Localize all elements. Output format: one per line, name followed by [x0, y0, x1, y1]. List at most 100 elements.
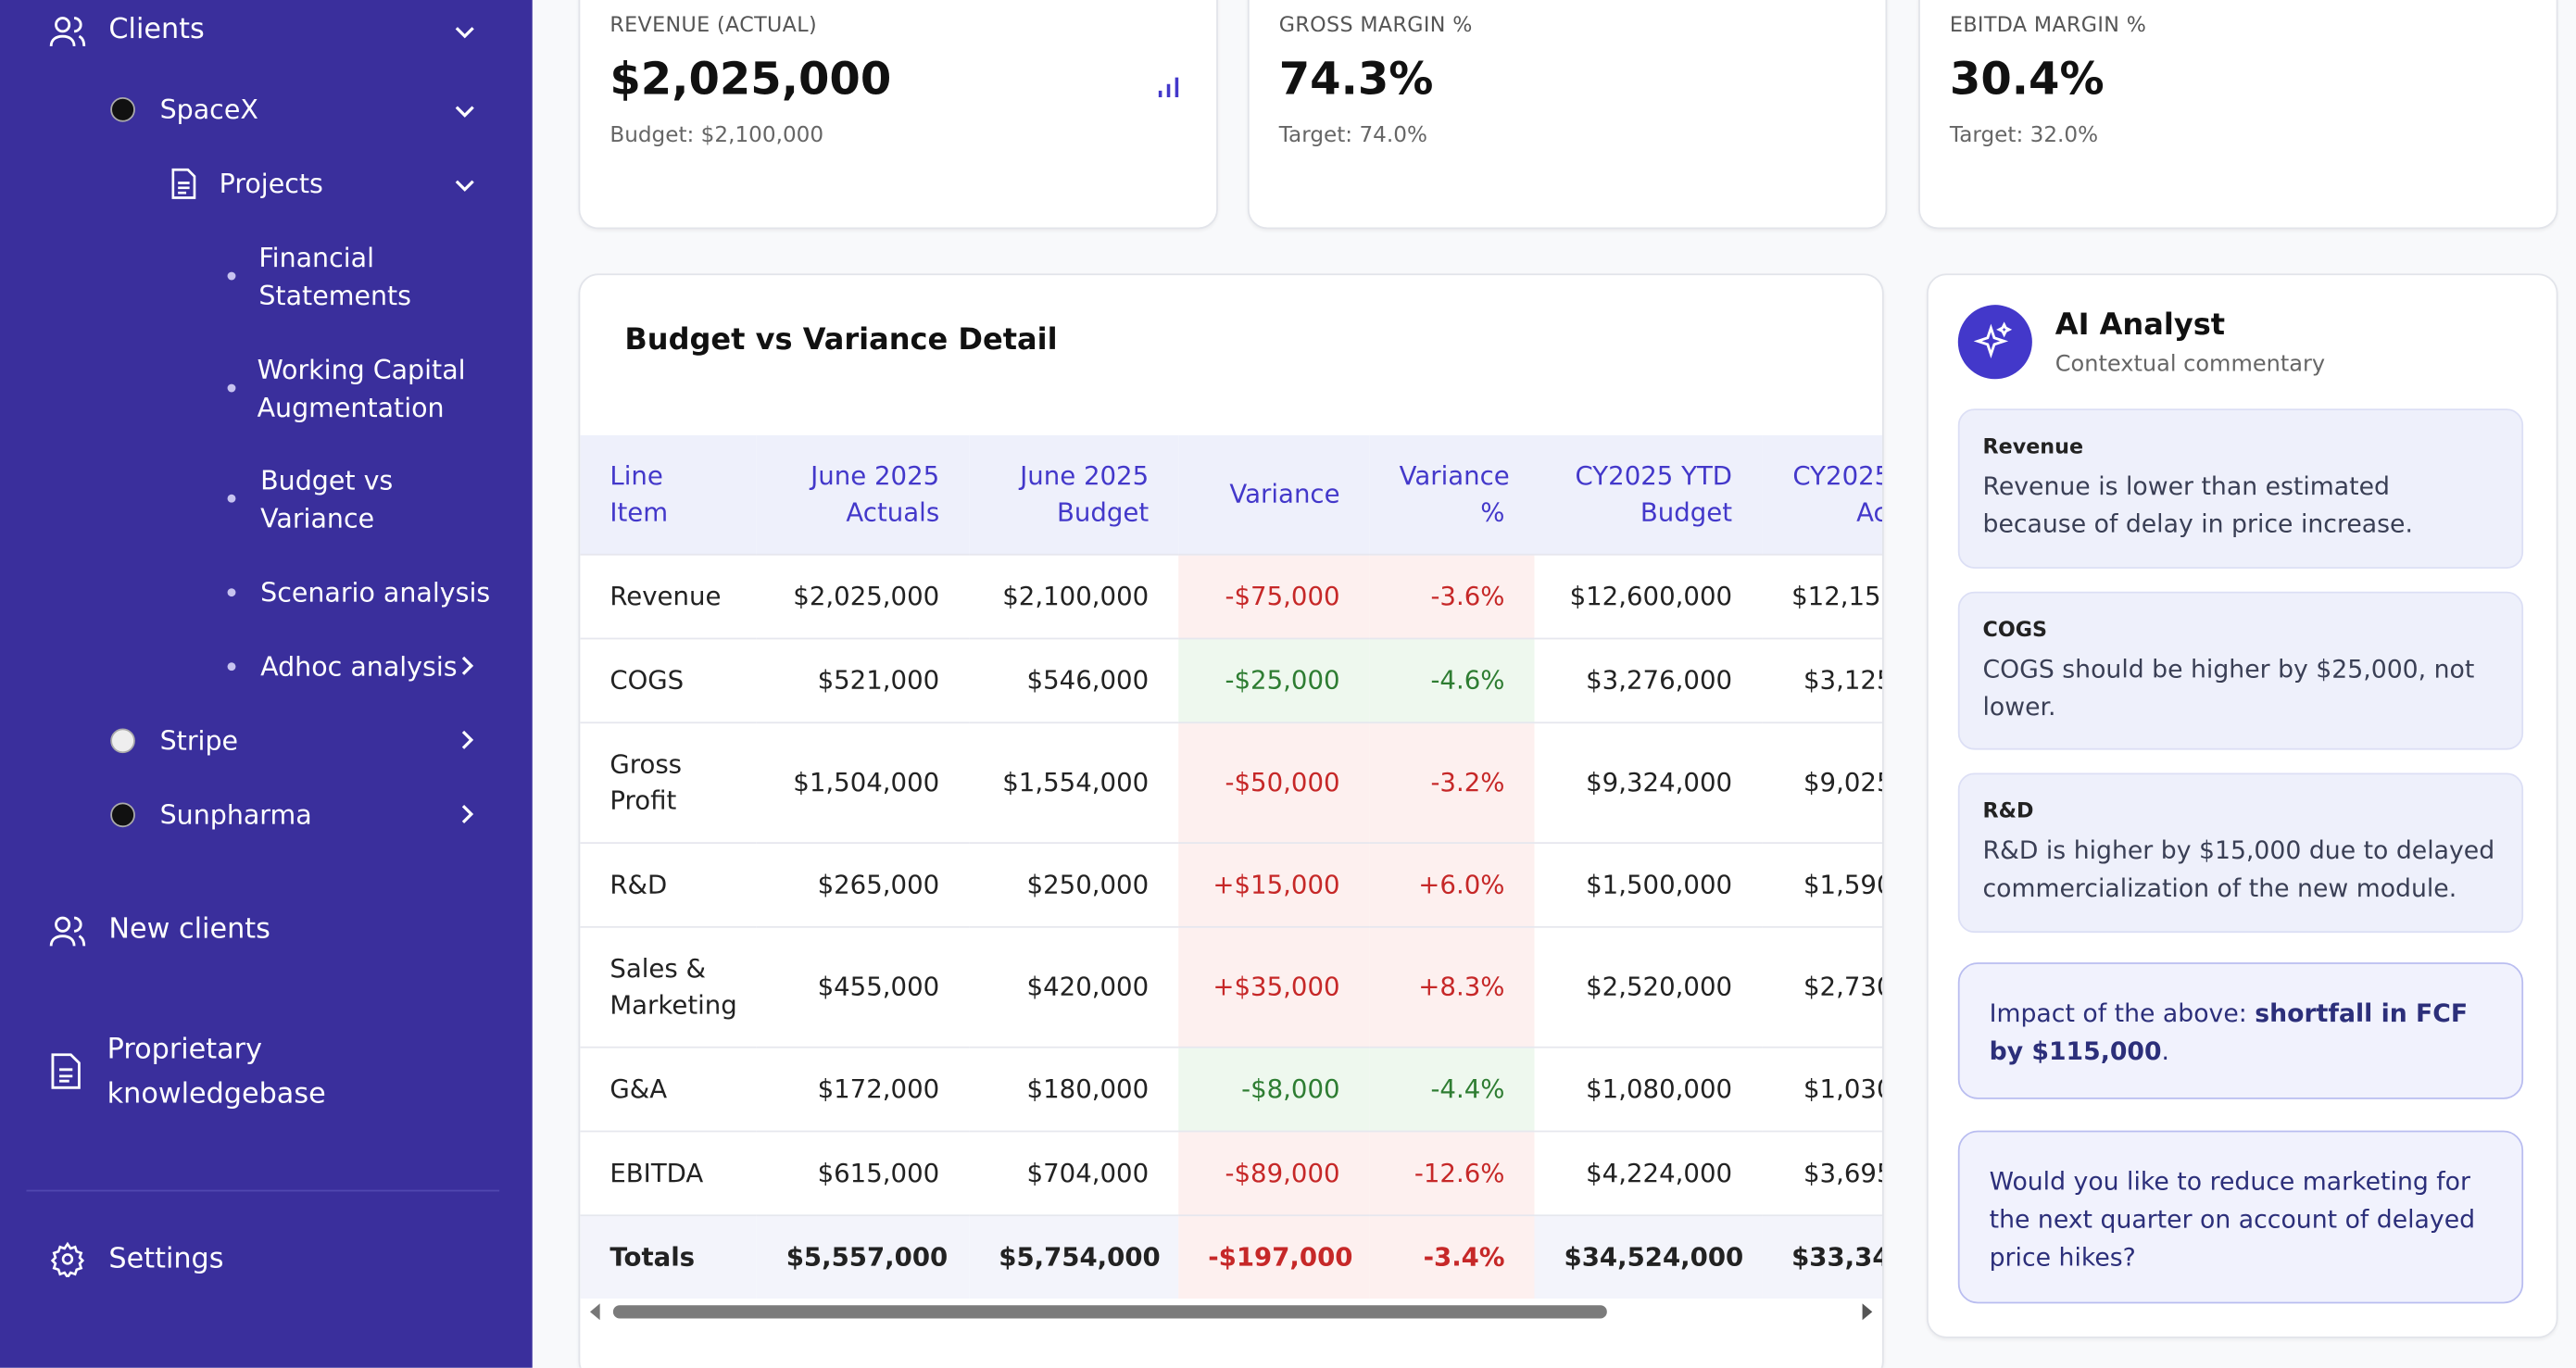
- chevron[interactable]: [452, 97, 478, 123]
- chevron[interactable]: [452, 171, 478, 197]
- table-cell: $3,125,000: [1762, 637, 1882, 723]
- table-cell: $3,695,000: [1762, 1130, 1882, 1216]
- table-cell: R&D: [580, 842, 757, 927]
- table-cell: G&A: [580, 1046, 757, 1132]
- nav-item[interactable]: Sunpharma: [159, 798, 312, 831]
- sidebar: Clients SpaceX Projects Financial Statem…: [0, 0, 533, 1368]
- table-cell: $455,000: [756, 925, 970, 1048]
- table-cell: $33,345,000: [1762, 1214, 1882, 1299]
- chevron[interactable]: [455, 727, 478, 753]
- ai-title: AI Analyst: [2055, 307, 2226, 344]
- nav-item[interactable]: Financial Statements: [258, 242, 411, 312]
- note-text: R&D is higher by $15,000 due to delayed …: [1982, 835, 2495, 904]
- nav-item[interactable]: Adhoc analysis: [260, 650, 458, 683]
- clients-icon: [49, 17, 86, 46]
- chevron[interactable]: [452, 19, 478, 44]
- table-cell: -3.4%: [1369, 1214, 1535, 1299]
- chevron[interactable]: [455, 801, 478, 827]
- nav-item[interactable]: Budget vs Variance: [260, 464, 394, 534]
- note-label: COGS: [1982, 616, 2048, 642]
- column-header: CY2025 YTD Budget: [1534, 434, 1763, 555]
- table-cell: -3.2%: [1369, 722, 1535, 844]
- table-cell: Sales & Marketing: [580, 925, 757, 1048]
- kpi-sub: Budget: $2,100,000: [609, 123, 824, 149]
- table-row: R&D $265,000 $250,000 +$15,000 +6.0% $1,500,0…: [580, 842, 1882, 927]
- table-row: Revenue $2,025,000 $2,100,000 -$75,000 -3.6%…: [580, 553, 1882, 639]
- table-cell: -12.6%: [1369, 1130, 1535, 1216]
- question-box[interactable]: Would you like to reduce marketing for t…: [1957, 1130, 2524, 1304]
- note: R&D R&D is higher by $15,000 due to delay…: [1957, 772, 2524, 934]
- column-header: June 2025 Actuals: [756, 434, 970, 555]
- table-title: Budget vs Variance Detail: [624, 322, 1058, 358]
- table-cell: $180,000: [969, 1046, 1179, 1132]
- table-cell: +8.3%: [1369, 925, 1535, 1048]
- table: Line Item June 2025 Actuals June 2025 Budg…: [580, 434, 1882, 1299]
- table-cell: $2,520,000: [1534, 925, 1763, 1048]
- table-cell: Gross Profit: [580, 722, 757, 844]
- table-cell: $12,600,000: [1534, 553, 1763, 639]
- totals-row: Totals $5,557,000 $5,754,000 -$197,000 -3.4%…: [580, 1214, 1882, 1299]
- table-scroll[interactable]: Line Item June 2025 Actuals June 2025 Budg…: [580, 434, 1882, 1300]
- nav-item[interactable]: Stripe: [159, 724, 239, 757]
- nav-item[interactable]: Settings: [108, 1242, 224, 1276]
- doc-icon: [51, 1053, 81, 1089]
- table-cell: -3.6%: [1369, 553, 1535, 639]
- table-cell: $2,100,000: [969, 553, 1179, 639]
- table-cell: EBITDA: [580, 1130, 757, 1216]
- impact-bold: shortfall in FCF by $115,000: [1989, 998, 2469, 1067]
- table-cell: $615,000: [756, 1130, 970, 1216]
- nav-item[interactable]: New clients: [108, 912, 270, 947]
- table-cell: +$15,000: [1178, 842, 1370, 927]
- ai-panel: AI Analyst Contextual commentary Revenue…: [1927, 273, 2558, 1338]
- kpi-label: GROSS MARGIN %: [1278, 11, 1473, 37]
- nav-item[interactable]: Working Capital Augmentation: [257, 354, 466, 424]
- table-cell: +6.0%: [1369, 842, 1535, 927]
- column-header: June 2025 Budget: [969, 434, 1179, 555]
- table-row: EBITDA $615,000 $704,000 -$89,000 -12.6% $4,2…: [580, 1130, 1882, 1216]
- table-cell: $3,276,000: [1534, 637, 1763, 723]
- kpi-sub: Target: 32.0%: [1949, 123, 2099, 149]
- table-cell: $420,000: [969, 925, 1179, 1048]
- client-logo: [110, 802, 135, 828]
- nav-item[interactable]: Scenario analysis: [260, 576, 491, 609]
- table-cell: -$89,000: [1178, 1130, 1370, 1216]
- nav-item[interactable]: Proprietary knowledgebase: [107, 1033, 326, 1111]
- column-header: Variance: [1178, 434, 1370, 555]
- note-text: Revenue is lower than estimated because …: [1982, 471, 2413, 539]
- nav-item[interactable]: Clients: [108, 13, 205, 46]
- table-cell: $546,000: [969, 637, 1179, 723]
- question-text: Would you like to reduce marketing for t…: [1989, 1166, 2476, 1273]
- table-row: Sales & Marketing $455,000 $420,000 +$35,00…: [580, 925, 1882, 1048]
- table-cell: $1,590,000: [1762, 842, 1882, 927]
- chevron[interactable]: [455, 653, 478, 679]
- kpi-sub: Target: 74.0%: [1278, 123, 1427, 149]
- impact-text: Impact of the above:: [1989, 998, 2256, 1029]
- table-cell: $5,557,000: [756, 1214, 970, 1299]
- chart-icon[interactable]: [1155, 74, 1181, 100]
- kpi-label: EBITDA MARGIN %: [1949, 11, 2147, 37]
- note: Revenue Revenue is lower than estimated b…: [1957, 408, 2524, 569]
- table-cell: $4,224,000: [1534, 1130, 1763, 1216]
- clients-icon: [49, 916, 86, 947]
- table-row: Gross Profit $1,504,000 $1,554,000 -$50,000…: [580, 722, 1882, 844]
- kpi-card: GROSS MARGIN % 74.3% Target: 74.0%: [1247, 0, 1888, 230]
- table-cell: $704,000: [969, 1130, 1179, 1216]
- table-cell: -$197,000: [1178, 1214, 1370, 1299]
- bullet: [227, 271, 236, 281]
- table-cell: -4.4%: [1369, 1046, 1535, 1132]
- kpi-card: REVENUE (ACTUAL) $2,025,000 Budget: $2,1…: [578, 0, 1218, 230]
- nav-item[interactable]: Projects: [219, 168, 323, 200]
- divider: [26, 1189, 500, 1192]
- table-cell: $12,150,000: [1762, 553, 1882, 639]
- table-cell: $5,754,000: [969, 1214, 1179, 1299]
- table-cell: +$35,000: [1178, 925, 1370, 1048]
- bullet: [227, 383, 236, 393]
- table-cell: $1,554,000: [969, 722, 1179, 844]
- scrollbar[interactable]: [580, 1297, 1882, 1326]
- table-card: Budget vs Variance Detail Line Item June …: [578, 273, 1884, 1368]
- settings-icon: [50, 1241, 85, 1277]
- kpi-label: REVENUE (ACTUAL): [609, 11, 818, 37]
- table-row: COGS $521,000 $546,000 -$25,000 -4.6% $3,276,…: [580, 637, 1882, 723]
- table-cell: $1,500,000: [1534, 842, 1763, 927]
- nav-item[interactable]: SpaceX: [159, 94, 258, 126]
